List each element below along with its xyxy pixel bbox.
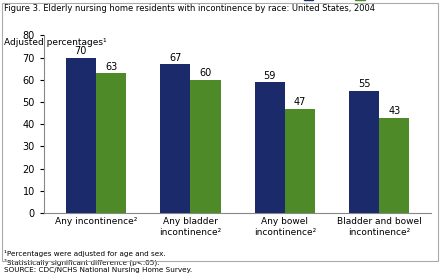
Text: Adjusted percentages¹: Adjusted percentages¹: [4, 38, 107, 47]
Bar: [191, 80, 220, 213]
Bar: [349, 91, 379, 213]
Legend: Black, Other races: Black, Other races: [304, 0, 430, 1]
Bar: [379, 118, 410, 213]
Text: 70: 70: [75, 46, 87, 56]
Bar: [160, 64, 191, 213]
Bar: [255, 82, 285, 213]
Text: 59: 59: [264, 70, 276, 81]
Text: 47: 47: [294, 97, 306, 107]
Bar: [285, 109, 315, 213]
Text: 55: 55: [358, 79, 370, 89]
Bar: [96, 73, 126, 213]
Text: ¹Percentages were adjusted for age and sex.
²Statistically significant differenc: ¹Percentages were adjusted for age and s…: [4, 250, 193, 273]
Text: 67: 67: [169, 53, 181, 63]
Text: Figure 3. Elderly nursing home residents with incontinence by race: United State: Figure 3. Elderly nursing home residents…: [4, 4, 375, 13]
Bar: [66, 58, 96, 213]
Text: 63: 63: [105, 62, 117, 72]
Text: 43: 43: [388, 106, 400, 116]
Text: 60: 60: [199, 68, 212, 78]
